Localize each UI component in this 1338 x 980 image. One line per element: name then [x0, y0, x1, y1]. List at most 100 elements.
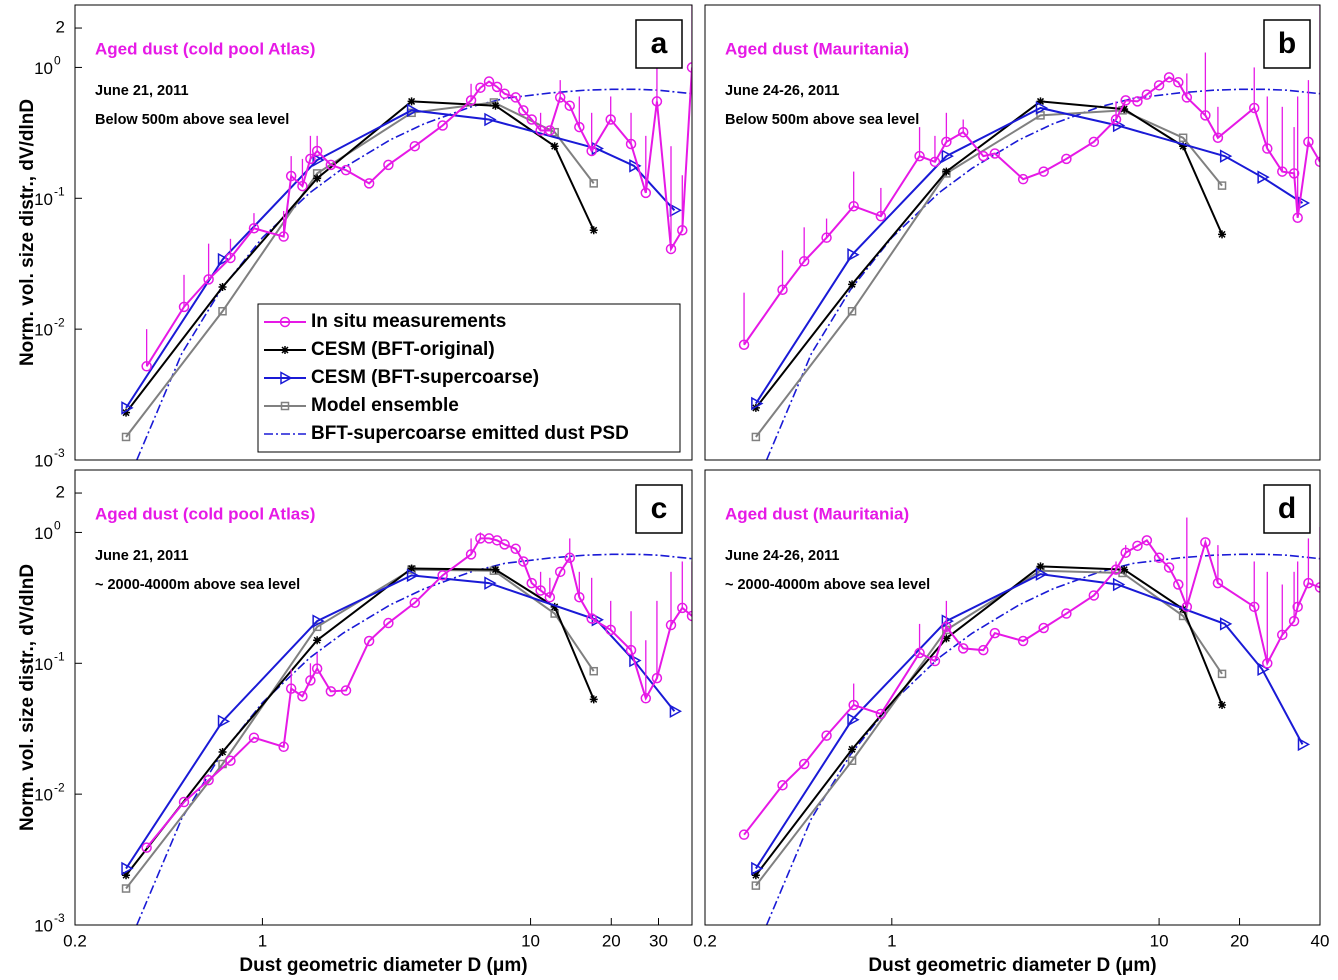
- marker: [589, 695, 598, 704]
- y-tick-exponent: -1: [54, 184, 65, 198]
- marker: [1061, 608, 1072, 619]
- marker: [625, 644, 637, 656]
- marker: [589, 666, 598, 676]
- marker: [122, 871, 131, 880]
- marker: [383, 159, 394, 171]
- marker: [1314, 582, 1320, 593]
- marker: [978, 644, 989, 656]
- marker: [589, 226, 598, 235]
- marker: [510, 92, 521, 103]
- y-tick-label: 10: [34, 655, 53, 674]
- marker: [203, 774, 214, 786]
- y-axis-label: Norm. vol. size distr., dV/dlnD: [17, 564, 38, 831]
- marker: [407, 564, 416, 573]
- marker: [751, 861, 764, 876]
- marker: [550, 602, 559, 611]
- marker: [777, 284, 788, 296]
- series-line: [125, 109, 676, 409]
- marker: [1257, 170, 1270, 184]
- marker: [574, 591, 585, 603]
- marker: [847, 307, 857, 316]
- x-tick-label: 10: [521, 931, 540, 950]
- annotation: Below 500m above sea level: [95, 112, 289, 128]
- marker: [914, 150, 925, 162]
- marker: [121, 401, 134, 415]
- marker: [1257, 662, 1270, 677]
- marker: [217, 252, 231, 267]
- y-tick-exponent: -1: [54, 649, 65, 663]
- marker: [297, 180, 308, 192]
- annotation: ~ 2000-4000m above sea level: [95, 577, 300, 593]
- marker: [465, 549, 477, 560]
- legend-marker: [279, 316, 291, 328]
- marker: [325, 686, 337, 697]
- x-tick-label: 10: [1150, 931, 1169, 950]
- marker: [1112, 577, 1126, 592]
- series-line: [755, 573, 1304, 870]
- marker: [218, 747, 227, 756]
- y-tick-label: 10: [34, 321, 53, 340]
- marker: [1153, 552, 1165, 564]
- marker: [1288, 168, 1300, 179]
- marker: [677, 602, 688, 614]
- marker: [686, 610, 692, 622]
- marker: [1017, 635, 1029, 647]
- marker: [491, 81, 503, 93]
- marker: [777, 779, 788, 791]
- marker: [278, 741, 289, 753]
- marker: [305, 153, 316, 165]
- y-tick-exponent: -2: [54, 780, 65, 794]
- series-line: [755, 106, 1304, 405]
- marker: [1292, 601, 1303, 613]
- marker: [121, 861, 134, 876]
- y-tick-exponent: -3: [54, 446, 65, 460]
- marker: [847, 713, 860, 727]
- marker: [848, 200, 859, 212]
- legend-label: BFT-supercoarse emitted dust PSD: [311, 423, 629, 444]
- marker: [941, 149, 954, 163]
- marker: [875, 708, 887, 720]
- marker: [1212, 577, 1224, 589]
- legend-label: Model ensemble: [311, 395, 459, 416]
- marker: [1200, 110, 1211, 121]
- marker: [141, 361, 152, 372]
- marker: [217, 714, 231, 729]
- x-tick-label: 30: [649, 931, 668, 950]
- marker: [554, 92, 566, 103]
- y-tick-label: 10: [34, 59, 53, 78]
- marker: [363, 178, 375, 189]
- marker: [491, 101, 500, 110]
- marker: [312, 614, 325, 628]
- panel-label: d: [1278, 492, 1296, 525]
- panel-label-box: [635, 19, 683, 69]
- marker: [1035, 101, 1049, 115]
- marker: [1163, 562, 1175, 573]
- legend-box: [257, 303, 681, 453]
- x-tick-label: 1: [887, 931, 896, 950]
- marker: [914, 647, 925, 659]
- series-line: [755, 109, 1223, 438]
- series-line: [743, 538, 1320, 836]
- marker: [535, 585, 546, 596]
- y-tick-label: 10: [34, 190, 53, 209]
- plot-frame: [704, 469, 1321, 926]
- marker: [941, 136, 952, 148]
- series-line: [145, 67, 692, 367]
- marker: [1120, 565, 1129, 574]
- marker: [651, 96, 663, 107]
- marker: [465, 95, 477, 106]
- marker: [1217, 181, 1227, 190]
- legend-marker: [281, 346, 289, 354]
- y-tick-exponent: 0: [54, 54, 61, 68]
- y-axis-label: Norm. vol. size distr., dV/dlnD: [17, 99, 38, 366]
- panel-label-box: [1263, 19, 1311, 69]
- marker: [941, 621, 952, 633]
- marker: [1110, 114, 1122, 125]
- plot-area: [705, 5, 1320, 460]
- annotation: June 21, 2011: [95, 548, 189, 564]
- series-group: [121, 532, 692, 925]
- marker: [1288, 615, 1300, 627]
- marker: [1179, 142, 1188, 151]
- marker: [1314, 156, 1320, 168]
- marker: [225, 252, 236, 264]
